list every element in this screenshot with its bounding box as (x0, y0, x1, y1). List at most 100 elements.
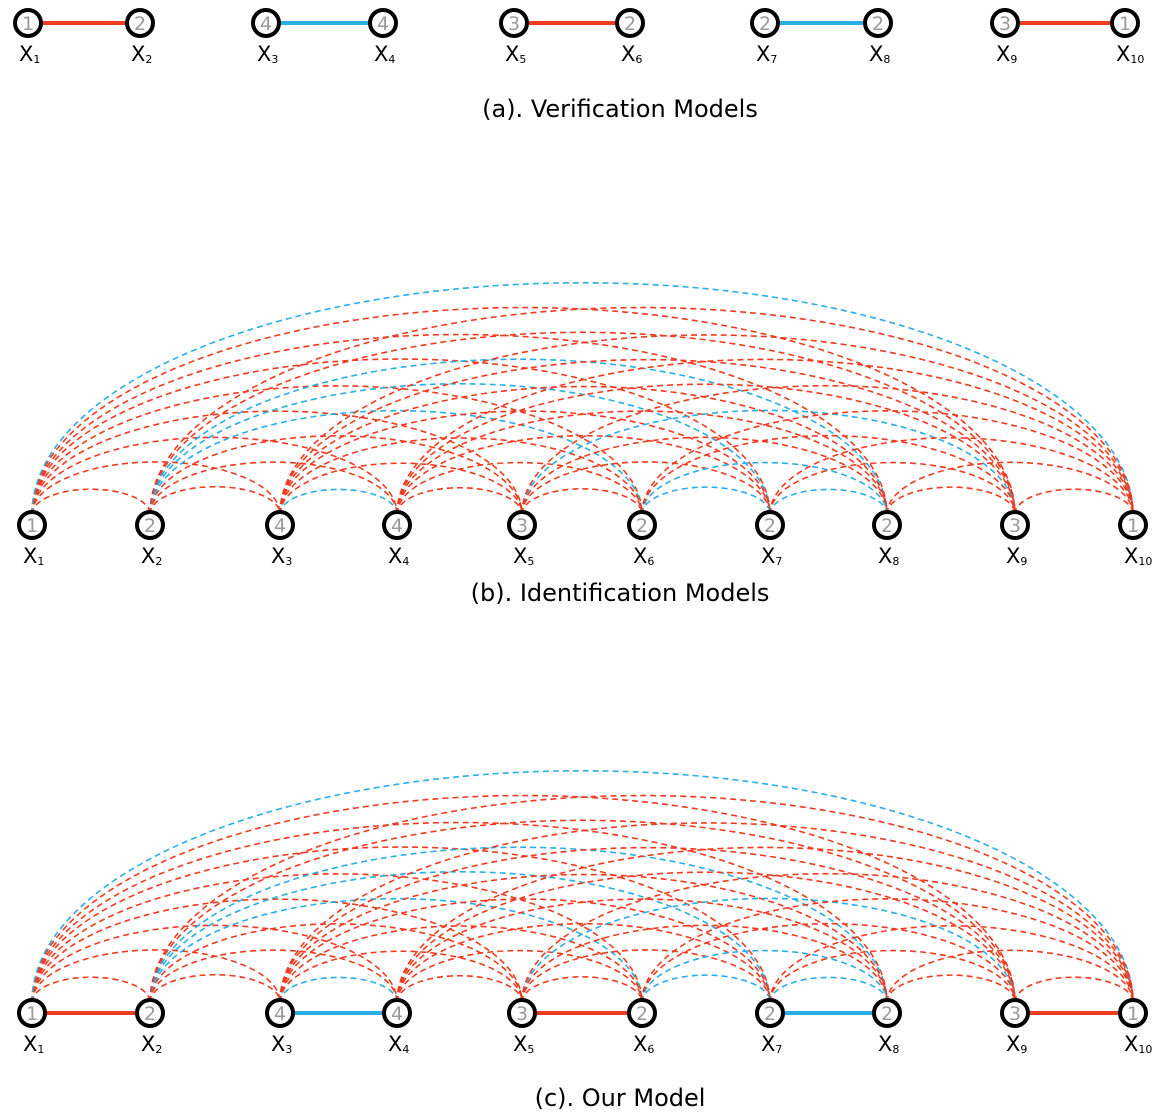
node-label: X3 (271, 1032, 292, 1056)
arc-x1-x4 (31, 924, 398, 1003)
arc-x1-x8 (31, 821, 888, 1003)
arc-x3-x7 (279, 410, 771, 515)
arc-x4-x8 (396, 898, 888, 1003)
arc-x2-x3 (149, 973, 281, 1003)
b-node-x1: 1X1 (17, 510, 47, 568)
arc-x1-x3 (31, 949, 281, 1003)
arc-x2-x8 (149, 358, 888, 515)
arc-x5-x6 (521, 976, 643, 1003)
node-label: X4 (388, 544, 409, 568)
node-class-number: 2 (144, 515, 156, 537)
node-class-number: 2 (636, 515, 648, 537)
a-node-x4: 4X4 (368, 8, 398, 66)
arc-x7-x10 (769, 437, 1134, 515)
node-class-number: 2 (881, 515, 893, 537)
arc-x6-x10 (641, 898, 1134, 1003)
node-label: X2 (141, 1032, 162, 1056)
arc-x4-x8 (396, 410, 888, 515)
c-node-x1: 1X1 (17, 998, 47, 1056)
node-circle (1118, 510, 1148, 540)
node-circle (863, 8, 893, 38)
node-circle (755, 998, 785, 1028)
node-class-number: 2 (636, 1003, 648, 1025)
arc-x2-x8 (149, 846, 888, 1003)
arc-x2-x6 (149, 409, 643, 515)
node-label: X2 (141, 544, 162, 568)
node-circle (265, 998, 295, 1028)
arc-x1-x6 (31, 385, 643, 515)
arc-x3-x8 (279, 385, 888, 515)
arc-x2-x3 (149, 485, 281, 515)
arc-x5-x6 (521, 488, 643, 515)
node-circle (135, 510, 165, 540)
node-label: X10 (1116, 42, 1144, 66)
arc-x4-x9 (396, 871, 1016, 1003)
node-class-number: 3 (999, 13, 1011, 35)
node-circle (507, 510, 537, 540)
node-label: X3 (271, 544, 292, 568)
node-label: X6 (633, 1032, 654, 1056)
c-node-x7: 2X7 (755, 998, 785, 1056)
arc-x1-x10 (31, 770, 1134, 1003)
c-node-x2: 2X2 (135, 998, 165, 1056)
node-class-number: 4 (391, 1003, 403, 1025)
arc-x6-x9 (641, 922, 1016, 1003)
node-class-number: 3 (516, 1003, 528, 1025)
node-label: X9 (1006, 544, 1027, 568)
arc-x6-x8 (641, 949, 888, 1003)
arc-x2-x9 (149, 819, 1016, 1003)
b-node-x5: 3X5 (507, 510, 537, 568)
node-class-number: 1 (1119, 13, 1131, 35)
node-circle (1110, 8, 1140, 38)
node-label: X3 (257, 42, 278, 66)
c-node-x4: 4X4 (382, 998, 412, 1056)
b-node-x2: 2X2 (135, 510, 165, 568)
arc-x5-x10 (521, 384, 1134, 515)
arc-x2-x5 (149, 923, 523, 1003)
a-node-x5: 3X5 (499, 8, 529, 66)
node-class-number: 4 (391, 515, 403, 537)
node-circle (507, 998, 537, 1028)
arc-x6-x9 (641, 434, 1016, 515)
node-class-number: 4 (274, 515, 286, 537)
node-label: X4 (388, 1032, 409, 1056)
b-node-x4: 4X4 (382, 510, 412, 568)
arc-x1-x10 (31, 282, 1134, 515)
c-node-x9: 3X9 (1000, 998, 1030, 1056)
node-label: X7 (761, 544, 782, 568)
node-class-number: 2 (759, 13, 771, 35)
node-class-number: 4 (377, 13, 389, 35)
arc-x3-x5 (279, 950, 523, 1003)
arc-x5-x7 (521, 461, 771, 515)
caption-our-model: (c). Our Model (535, 1084, 706, 1112)
arc-x2-x10 (149, 306, 1134, 515)
arc-x3-x6 (279, 925, 643, 1003)
arc-x3-x4 (279, 488, 398, 515)
arc-x6-x10 (641, 410, 1134, 515)
node-class-number: 3 (516, 515, 528, 537)
node-label: X7 (756, 42, 777, 66)
node-class-number: 4 (274, 1003, 286, 1025)
c-node-x8: 2X8 (872, 998, 902, 1056)
arc-x1-x2 (31, 976, 151, 1003)
arc-x9-x10 (1014, 976, 1134, 1003)
c-node-x5: 3X5 (507, 998, 537, 1056)
node-circle (382, 998, 412, 1028)
arc-x4-x9 (396, 383, 1016, 515)
b-node-x8: 2X8 (872, 510, 902, 568)
node-class-number: 4 (260, 13, 272, 35)
arc-x3-x8 (279, 873, 888, 1003)
arc-x3-x7 (279, 898, 771, 1003)
node-class-number: 2 (144, 1003, 156, 1025)
arc-x2-x7 (149, 871, 771, 1003)
node-class-number: 2 (881, 1003, 893, 1025)
node-circle (872, 510, 902, 540)
arc-x2-x9 (149, 331, 1016, 515)
node-class-number: 1 (22, 13, 34, 35)
node-label: X8 (869, 42, 890, 66)
node-circle (265, 510, 295, 540)
node-class-number: 3 (1009, 1003, 1021, 1025)
node-circle (17, 510, 47, 540)
